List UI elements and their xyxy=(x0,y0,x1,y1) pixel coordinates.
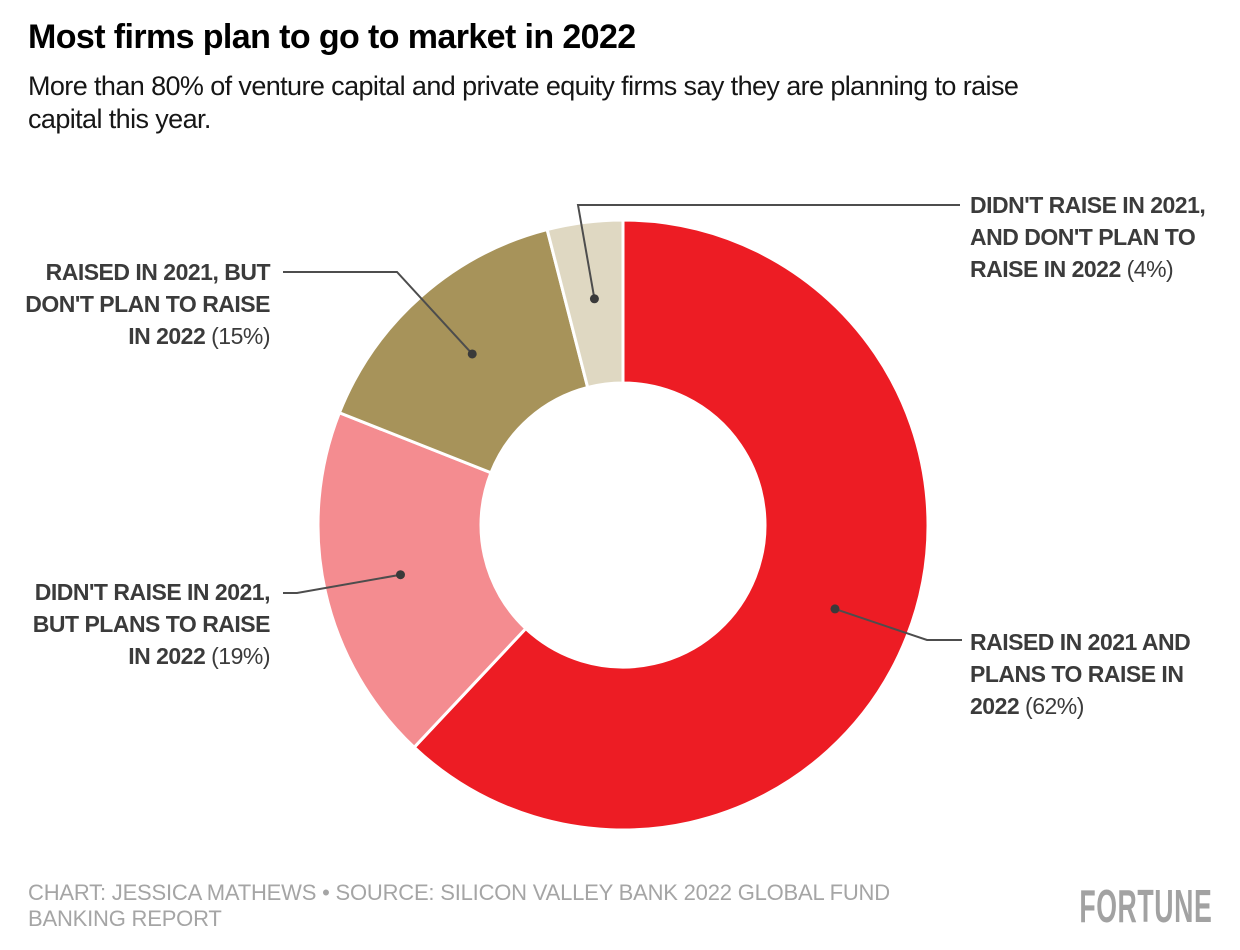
callout-line-text: AND DON'T PLAN TO xyxy=(970,224,1196,250)
chart-subtitle: More than 80% of venture capital and pri… xyxy=(28,71,1019,134)
callout-leader-line xyxy=(283,271,473,355)
callout-line-text: DIDN'T RAISE IN 2021, xyxy=(970,192,1206,218)
callout-label-raised-and-plans: RAISED IN 2021 AND PLANS TO RAISE IN 2022 … xyxy=(970,626,1191,722)
callout-percent: (62%) xyxy=(1019,693,1084,719)
chart-title: Most firms plan to go to market in 2022 xyxy=(28,18,636,56)
callout-dot xyxy=(395,570,405,580)
donut-slice-3 xyxy=(337,228,590,475)
callout-line-text: RAISED IN 2021 AND xyxy=(970,629,1191,655)
callout-line-text: DIDN'T RAISE IN 2021, xyxy=(34,579,271,605)
callout-line-text: IN 2022 (19%) xyxy=(128,643,270,669)
callout-leader-line xyxy=(283,573,401,594)
donut-slice-1 xyxy=(412,218,930,832)
callout-line-text: DON'T PLAN TO RAISE xyxy=(25,291,270,317)
callout-label-didnt-raise-no-plan: DIDN'T RAISE IN 2021, AND DON'T PLAN TO RA… xyxy=(970,189,1206,285)
donut-chart: RAISED IN 2021 AND PLANS TO RAISE IN 2022 … xyxy=(0,170,1240,870)
callout-line-text: RAISED IN 2021, BUT xyxy=(45,259,271,285)
credit-line: CHART: JESSICA MATHEWS • SOURCE: SILICON… xyxy=(28,880,890,931)
callout-label-raised-but-no-plan: RAISED IN 2021, BUT DON'T PLAN TO RAISE IN… xyxy=(25,256,270,352)
callout-line-text: RAISE IN 2022 (4%) xyxy=(970,256,1174,282)
callout-leader-line xyxy=(576,204,960,299)
fortune-logo: FORTUNE xyxy=(1078,880,1212,932)
donut-slice-4 xyxy=(545,218,625,389)
chart-header: Most firms plan to go to market in 2022 … xyxy=(28,16,1218,136)
donut-slice-2 xyxy=(316,411,528,749)
callout-percent: (4%) xyxy=(1120,256,1174,282)
callout-line-text: PLANS TO RAISE IN xyxy=(970,661,1184,687)
callout-percent: (15%) xyxy=(205,323,270,349)
callout-line-text: BUT PLANS TO RAISE xyxy=(32,611,271,637)
callout-label-didnt-raise-but-plans: DIDN'T RAISE IN 2021, BUT PLANS TO RAISE I… xyxy=(32,576,271,672)
callout-line-text: 2022 (62%) xyxy=(970,693,1084,719)
callout-leader-line xyxy=(834,607,962,641)
callout-percent: (19%) xyxy=(205,643,270,669)
callout-line-text: IN 2022 (15%) xyxy=(128,323,270,349)
callout-dot xyxy=(830,604,840,614)
callout-dot xyxy=(467,349,477,359)
donut-svg xyxy=(283,204,962,832)
callout-dot xyxy=(589,294,599,304)
chart-footer: CHART: JESSICA MATHEWS • SOURCE: SILICON… xyxy=(28,880,1212,932)
